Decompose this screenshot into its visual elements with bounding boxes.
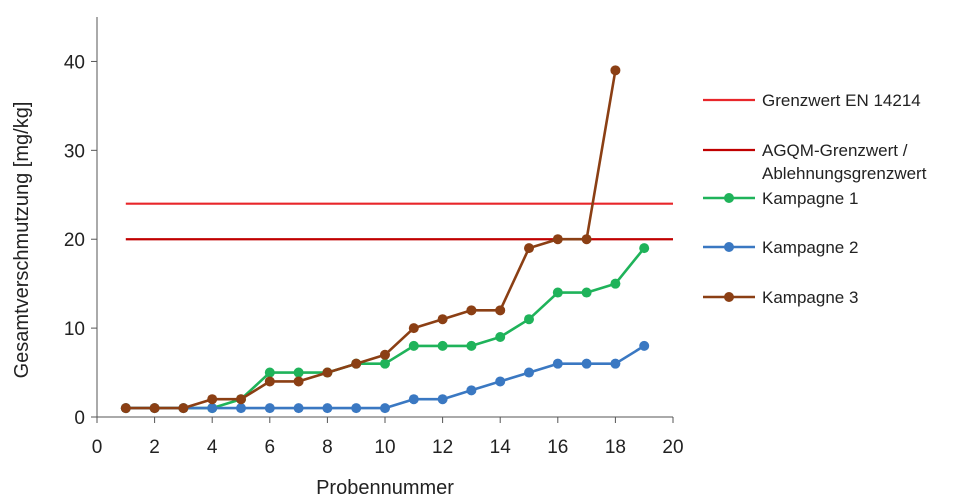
data-point: [293, 367, 304, 378]
x-tick-label: 16: [547, 437, 568, 458]
data-point: [264, 376, 275, 387]
legend-marker: [724, 242, 734, 252]
data-point: [437, 314, 448, 325]
x-tick-label: 18: [605, 437, 626, 458]
x-tick-label: 2: [149, 437, 160, 458]
data-point: [495, 332, 506, 342]
data-point: [149, 403, 160, 414]
legend-label: Kampagne 1: [762, 189, 858, 208]
data-point: [581, 358, 592, 369]
data-point: [120, 403, 131, 414]
data-point: [639, 340, 650, 351]
legend-label: Grenzwert EN 14214: [762, 91, 921, 110]
data-point: [351, 403, 362, 414]
data-point: [264, 403, 275, 414]
data-point: [495, 305, 506, 316]
legend-marker: [724, 193, 734, 203]
data-point: [524, 314, 534, 325]
x-tick-label: 0: [92, 437, 103, 458]
data-point: [610, 65, 621, 76]
y-tick-label: 0: [74, 408, 85, 429]
data-point: [524, 243, 534, 254]
data-point: [322, 403, 333, 414]
data-point: [552, 287, 563, 298]
data-point: [552, 234, 563, 245]
data-point: [610, 278, 621, 289]
x-tick-label: 10: [374, 437, 395, 458]
data-point: [524, 367, 534, 378]
y-tick-label: 10: [64, 319, 85, 340]
data-point: [408, 340, 419, 351]
axes: 0 10 20 30 40 0 2 4 6 8 10 12 14 16 18 20: [64, 17, 684, 458]
data-point: [437, 394, 448, 405]
data-point: [437, 340, 448, 351]
x-tick-label: 20: [662, 437, 683, 458]
data-point: [380, 358, 390, 369]
legend-label: Kampagne 3: [762, 288, 858, 307]
data-point: [293, 376, 304, 387]
series-line: [125, 70, 617, 410]
x-tick-label: 12: [432, 437, 453, 458]
data-point: [207, 394, 218, 405]
data-point: [236, 394, 246, 405]
data-point: [552, 358, 563, 369]
legend: Grenzwert EN 14214 AGQM-Grenzwert / Ablehn…: [703, 91, 927, 307]
y-axis-title: Gesamtverschmutzung [mg/kg]: [11, 102, 33, 379]
data-point: [610, 358, 621, 369]
legend-label: AGQM-Grenzwert /: [762, 141, 908, 160]
data-point: [466, 385, 477, 396]
data-point: [408, 323, 419, 334]
x-tick-label: 6: [265, 437, 276, 458]
data-point: [264, 367, 275, 378]
series-group: [120, 65, 650, 414]
data-point: [408, 394, 419, 405]
data-point: [466, 305, 477, 316]
data-point: [466, 340, 477, 351]
y-tick-label: 30: [64, 141, 85, 162]
series-line: [125, 247, 646, 410]
data-point: [581, 287, 592, 298]
y-tick-label: 40: [64, 52, 85, 73]
data-point: [380, 349, 390, 360]
data-point: [236, 403, 246, 414]
x-axis-title: Probennummer: [316, 477, 454, 499]
data-point: [639, 243, 650, 254]
data-point: [351, 358, 362, 369]
data-point: [293, 403, 304, 414]
data-point: [581, 234, 592, 245]
x-tick-label: 14: [490, 437, 512, 458]
data-point: [178, 403, 189, 414]
data-point: [380, 403, 390, 414]
data-point: [322, 367, 333, 378]
data-point: [207, 403, 218, 414]
legend-label: Ablehnungsgrenzwert: [762, 164, 927, 183]
y-tick-label: 20: [64, 230, 85, 251]
legend-marker: [724, 292, 734, 302]
data-point: [495, 376, 506, 387]
legend-label: Kampagne 2: [762, 238, 858, 257]
x-tick-label: 4: [207, 437, 218, 458]
x-tick-label: 8: [322, 437, 333, 458]
